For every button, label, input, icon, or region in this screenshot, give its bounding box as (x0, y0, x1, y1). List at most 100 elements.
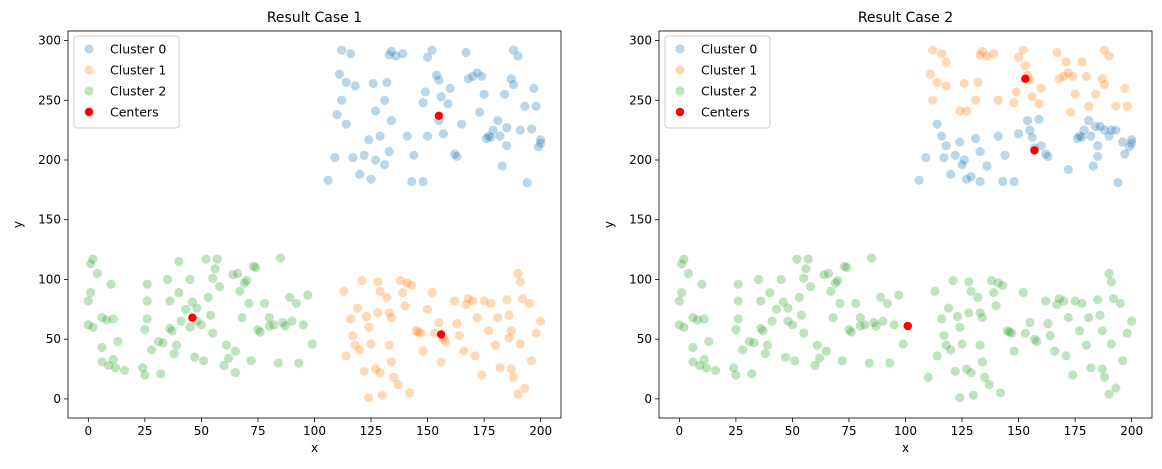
point-cluster-2 (771, 304, 782, 314)
point-cluster-0 (533, 142, 543, 152)
point-cluster-1 (386, 357, 396, 367)
point-cluster-2 (196, 320, 207, 330)
legend-marker-cluster-1 (675, 65, 685, 75)
point-cluster-1 (418, 346, 428, 356)
point-cluster-1 (515, 277, 525, 287)
x-tick-label: 75 (841, 424, 856, 438)
point-cluster-1 (459, 346, 469, 356)
point-cluster-0 (452, 151, 462, 162)
point-cluster-2 (1043, 319, 1053, 329)
point-cluster-1 (495, 363, 505, 373)
point-cluster-2 (1050, 346, 1060, 356)
legend: Cluster 0 Cluster 1 Cluster 2 Centers (664, 35, 771, 129)
point-cluster-0 (355, 169, 365, 179)
point-cluster-2 (1097, 364, 1107, 374)
center-point (903, 321, 912, 331)
point-cluster-1 (1099, 45, 1110, 55)
point-cluster-0 (484, 131, 494, 141)
legend-marker-cluster-2 (84, 86, 94, 96)
point-cluster-2 (156, 369, 166, 379)
point-cluster-1 (1027, 92, 1037, 102)
point-cluster-2 (176, 316, 186, 326)
point-cluster-1 (357, 276, 367, 286)
point-cluster-2 (952, 311, 963, 322)
point-cluster-1 (395, 276, 406, 286)
point-cluster-2 (805, 282, 816, 292)
point-cluster-2 (961, 364, 972, 374)
point-cluster-2 (833, 276, 843, 286)
point-cluster-1 (959, 78, 969, 89)
point-cluster-2 (138, 363, 148, 373)
legend-marker-centers (675, 107, 685, 117)
point-cluster-2 (803, 254, 813, 264)
point-cluster-2 (828, 313, 838, 323)
point-cluster-0 (502, 141, 512, 151)
point-cluster-0 (432, 70, 442, 80)
point-cluster-2 (799, 273, 809, 283)
point-cluster-0 (499, 89, 510, 99)
point-cluster-0 (513, 51, 523, 61)
point-cluster-0 (937, 131, 947, 141)
point-cluster-0 (443, 99, 453, 109)
point-cluster-2 (237, 313, 247, 323)
legend-label-cluster-2: Cluster 2 (110, 84, 166, 99)
point-cluster-1 (393, 379, 403, 390)
point-cluster-0 (527, 124, 537, 134)
x-tick-label: 200 (1120, 424, 1143, 438)
point-cluster-2 (86, 259, 96, 269)
point-cluster-1 (484, 326, 494, 336)
point-cluster-2 (783, 316, 793, 326)
center-point (434, 111, 444, 121)
point-cluster-2 (1068, 370, 1078, 380)
point-cluster-2 (688, 342, 698, 353)
point-cluster-1 (1052, 47, 1062, 58)
point-cluster-0 (522, 178, 532, 188)
point-cluster-2 (1108, 293, 1119, 304)
point-cluster-2 (221, 340, 231, 350)
point-cluster-2 (998, 280, 1008, 291)
point-cluster-0 (436, 92, 446, 102)
x-tick-label: 175 (1064, 424, 1087, 438)
point-cluster-0 (366, 174, 376, 184)
point-cluster-0 (493, 115, 503, 126)
point-cluster-1 (1020, 61, 1030, 71)
point-cluster-1 (490, 340, 501, 350)
point-cluster-0 (382, 77, 392, 87)
data-points (83, 45, 546, 403)
point-cluster-2 (677, 259, 687, 269)
point-cluster-2 (219, 360, 229, 371)
point-cluster-0 (472, 68, 482, 78)
point-cluster-0 (982, 161, 992, 171)
point-cluster-1 (961, 106, 972, 116)
point-cluster-2 (964, 308, 974, 318)
point-cluster-1 (504, 310, 514, 320)
point-cluster-1 (1059, 71, 1069, 81)
point-cluster-2 (1111, 383, 1121, 393)
y-tick-label: 250 (38, 93, 61, 107)
point-cluster-1 (932, 77, 942, 87)
point-cluster-1 (398, 287, 408, 298)
point-cluster-2 (977, 313, 987, 323)
point-cluster-2 (744, 336, 755, 347)
point-cluster-0 (398, 49, 408, 59)
point-cluster-1 (513, 389, 523, 399)
point-cluster-0 (1095, 121, 1105, 132)
point-cluster-0 (380, 95, 390, 105)
point-cluster-1 (513, 268, 523, 279)
point-cluster-2 (864, 358, 874, 368)
point-cluster-2 (174, 256, 184, 267)
point-cluster-0 (364, 135, 374, 145)
point-cluster-2 (855, 321, 865, 331)
legend-box (73, 35, 180, 129)
point-cluster-1 (502, 295, 512, 305)
point-cluster-0 (337, 45, 347, 55)
point-cluster-1 (375, 368, 385, 378)
point-cluster-0 (384, 147, 394, 157)
point-cluster-1 (429, 328, 439, 338)
point-cluster-2 (298, 320, 308, 330)
point-cluster-1 (441, 336, 451, 347)
y-tick-label: 150 (629, 213, 652, 227)
point-cluster-2 (1020, 328, 1030, 338)
point-cluster-2 (776, 274, 786, 285)
point-cluster-2 (208, 328, 218, 338)
